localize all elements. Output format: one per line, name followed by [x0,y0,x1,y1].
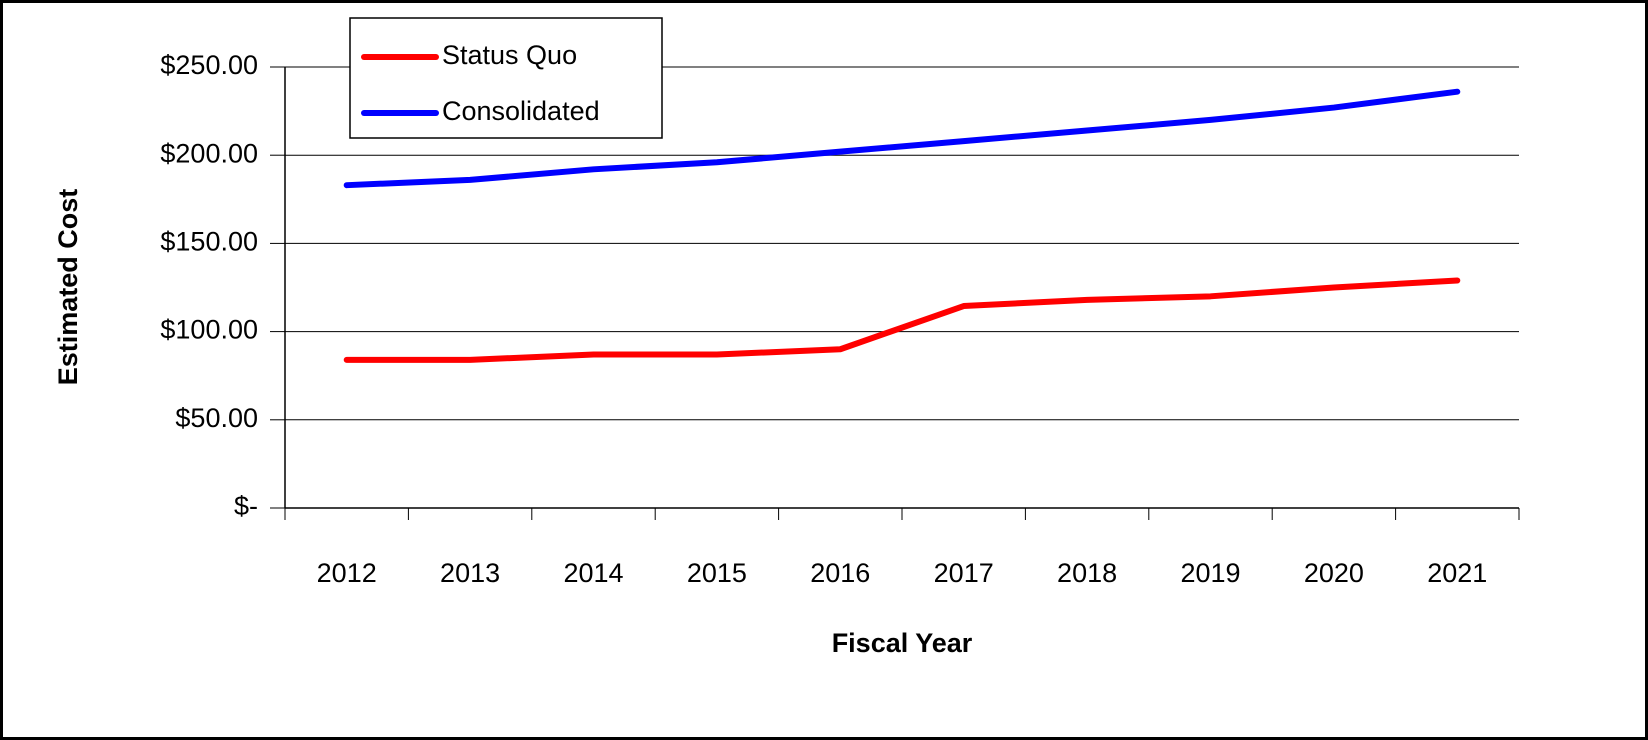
line-series [343,88,1461,189]
y-tick-label: $50.00 [175,403,258,433]
y-tick-label: $200.00 [160,138,258,168]
x-tick-label: 2017 [934,558,994,588]
legend-label: Status Quo [442,40,577,70]
x-tick-label: 2016 [810,558,870,588]
x-tick-label: 2019 [1180,558,1240,588]
x-tick-label: 2013 [440,558,500,588]
line-series [343,277,1461,363]
x-tick-label: 2015 [687,558,747,588]
y-tick-label: $250.00 [160,50,258,80]
legend-label: Consolidated [442,96,600,126]
x-axis-title: Fiscal Year [832,628,973,658]
y-axis-title: Estimated Cost [53,189,83,386]
y-tick-label: $100.00 [160,315,258,345]
x-tick-label: 2020 [1304,558,1364,588]
x-tick-label: 2018 [1057,558,1117,588]
y-tick-label: $- [234,491,258,521]
legend-box [349,17,663,139]
x-tick-label: 2012 [317,558,377,588]
x-tick-label: 2021 [1427,558,1487,588]
y-tick-label: $150.00 [160,227,258,257]
x-tick-label: 2014 [563,558,623,588]
